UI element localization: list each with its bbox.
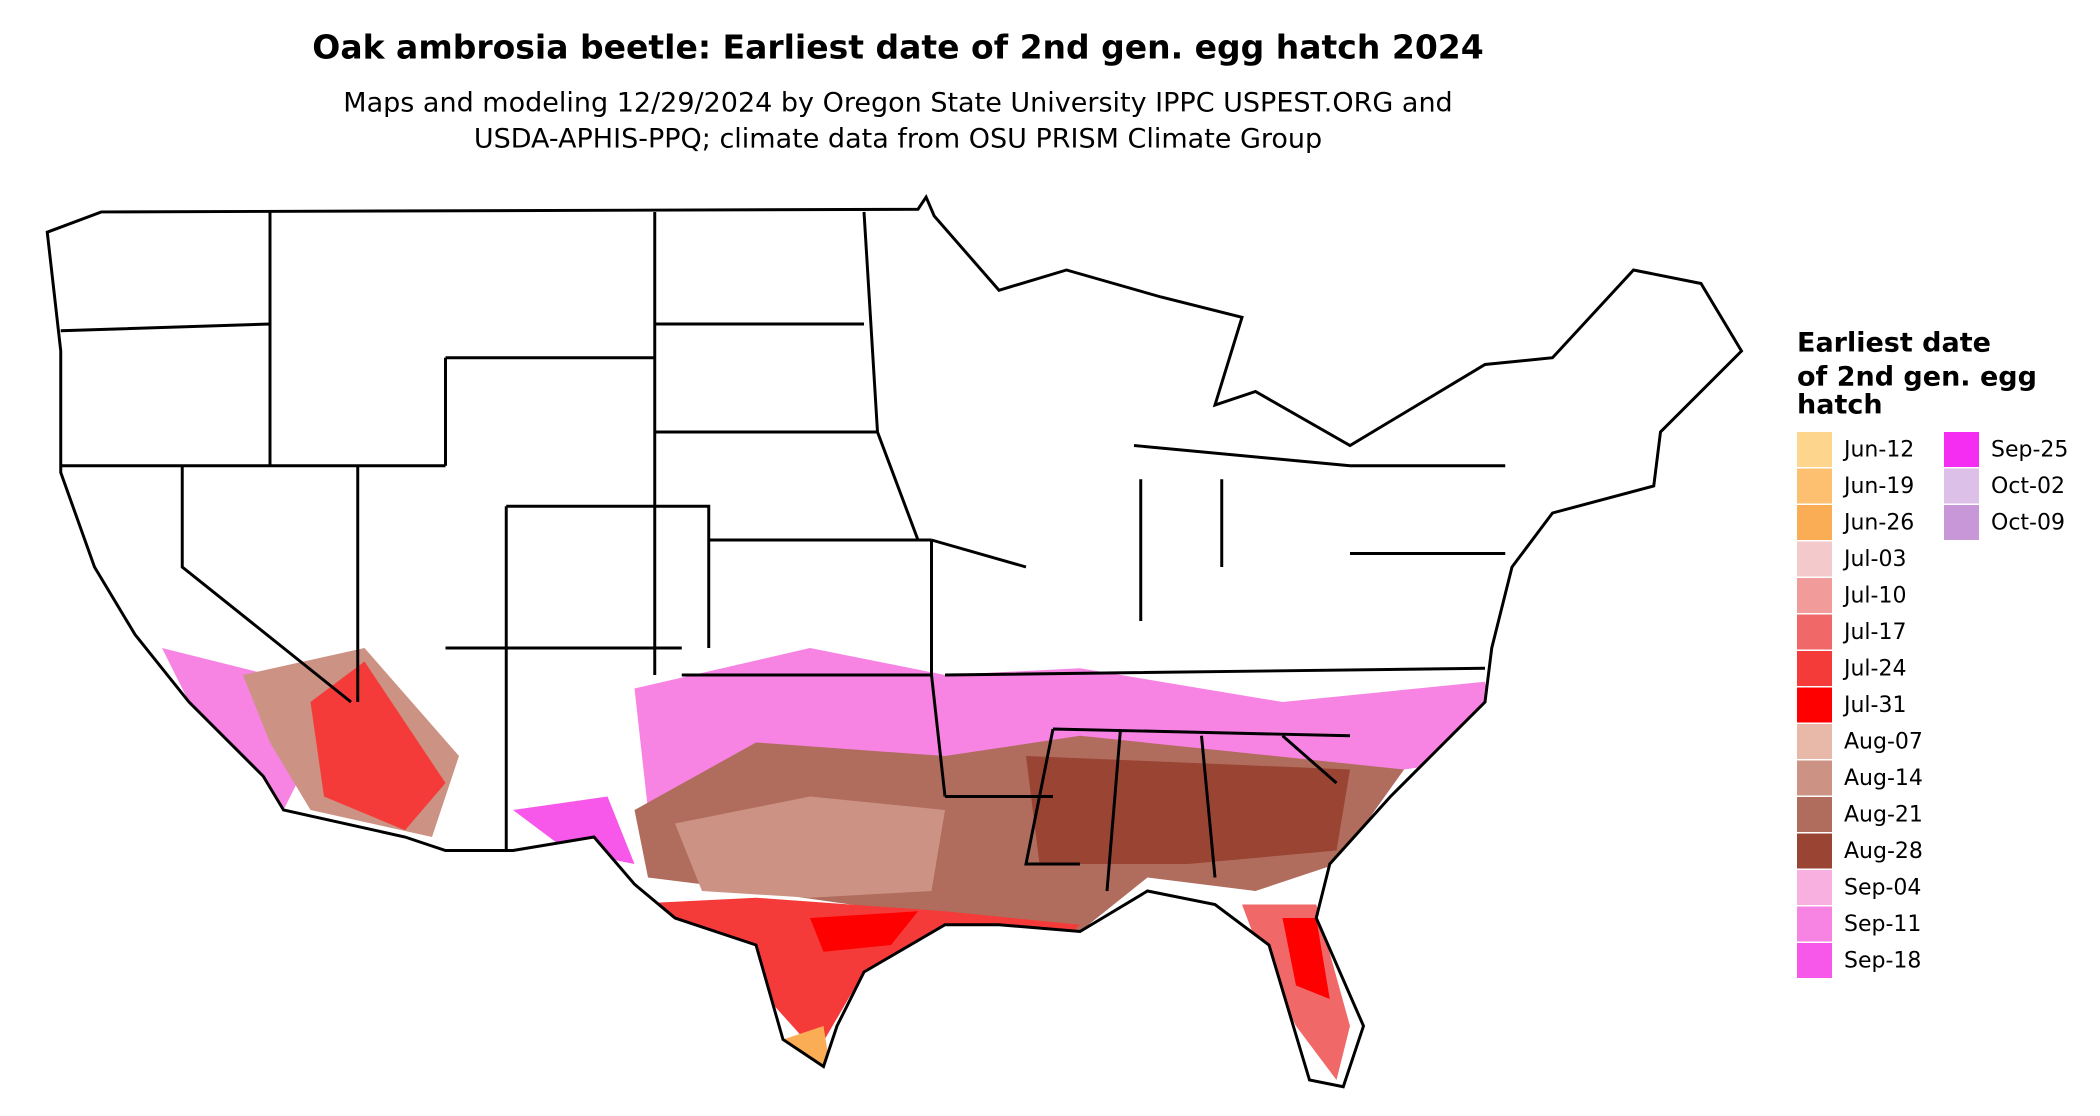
legend-swatch: [1797, 833, 1832, 869]
legend-swatch: [1944, 468, 1979, 504]
legend-swatch: [1797, 906, 1832, 942]
legend-swatch: [1797, 541, 1832, 577]
legend-swatch: [1797, 760, 1832, 796]
legend-title: of 2nd gen. egg: [1797, 362, 2037, 393]
legend-swatch: [1944, 505, 1979, 540]
subtitle: Maps and modeling 12/29/2024 by Oregon S…: [343, 88, 1452, 119]
legend: Jun-12 Jun-19 Jun-26 Jul-03 Jul-10 Jul-17 Jul-…: [1797, 432, 2068, 978]
legend-label: Jun-26: [1842, 511, 1914, 536]
legend-label: Jun-19: [1842, 474, 1914, 499]
legend-label: Sep-11: [1844, 912, 1921, 937]
subtitle: USDA-APHIS-PPQ; climate data from OSU PR…: [474, 124, 1322, 155]
legend-swatch: [1797, 870, 1832, 905]
legend-label: Jul-10: [1842, 584, 1906, 609]
legend-label: Jul-31: [1842, 693, 1906, 718]
legend-label: Jun-12: [1842, 438, 1914, 463]
legend-swatch: [1797, 505, 1832, 540]
legend-title: Earliest date: [1797, 328, 1991, 359]
map: [45, 193, 1744, 1089]
title: Oak ambrosia beetle: Earliest date of 2n…: [312, 28, 1483, 67]
legend-swatch: [1797, 943, 1832, 978]
legend-swatch: [1797, 468, 1832, 504]
legend-label: Sep-25: [1991, 438, 2068, 463]
legend-swatch: [1797, 687, 1832, 723]
legend-label: Jul-17: [1842, 620, 1906, 645]
legend-label: Aug-28: [1844, 839, 1923, 864]
legend-swatch: [1797, 432, 1832, 467]
legend-label: Aug-07: [1844, 730, 1923, 755]
legend-swatch: [1797, 614, 1832, 650]
legend-swatch: [1797, 578, 1832, 613]
legend-swatch: [1944, 432, 1979, 467]
legend-label: Sep-04: [1844, 876, 1921, 901]
legend-swatch: [1797, 651, 1832, 686]
legend-label: Jul-03: [1842, 547, 1906, 572]
hatch-date-areas: [162, 648, 1499, 1080]
legend-swatch: [1797, 797, 1832, 832]
legend-label: Jul-24: [1842, 657, 1906, 682]
legend-label: Oct-02: [1991, 474, 2065, 499]
legend-title: hatch: [1797, 390, 1883, 421]
legend-label: Aug-21: [1844, 803, 1923, 828]
legend-label: Aug-14: [1844, 766, 1923, 791]
legend-swatch: [1797, 724, 1832, 759]
legend-label: Sep-18: [1844, 949, 1921, 974]
legend-label: Oct-09: [1991, 511, 2065, 536]
